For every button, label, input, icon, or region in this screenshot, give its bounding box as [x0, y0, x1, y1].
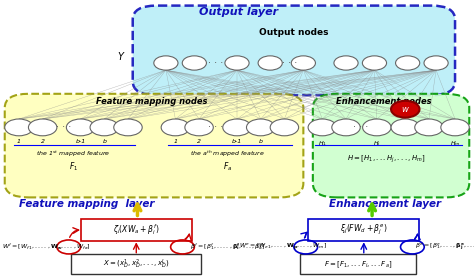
Text: b: b [259, 139, 263, 144]
Text: 2: 2 [41, 139, 45, 144]
Circle shape [363, 56, 387, 70]
Text: $F_1$: $F_1$ [69, 160, 78, 173]
Text: $H_i$: $H_i$ [373, 139, 381, 148]
FancyBboxPatch shape [5, 94, 303, 197]
Circle shape [182, 56, 206, 70]
Text: the 1$^{st}$ mapped feature: the 1$^{st}$ mapped feature [36, 149, 111, 159]
Text: 1: 1 [17, 139, 21, 144]
Circle shape [424, 56, 448, 70]
Text: $F_a$: $F_a$ [223, 160, 232, 173]
Circle shape [225, 56, 249, 70]
Text: 1: 1 [173, 139, 177, 144]
Circle shape [308, 119, 337, 136]
Text: $W^e=[W_{e1},...,\mathbf{W_p},...,W_m]$: $W^e=[W_{e1},...,\mathbf{W_p},...,W_m]$ [239, 242, 328, 252]
Text: $H_1$: $H_1$ [318, 139, 327, 148]
Circle shape [161, 119, 190, 136]
FancyBboxPatch shape [300, 254, 416, 274]
Circle shape [223, 119, 251, 136]
Text: · · ·: · · · [208, 122, 223, 132]
Text: the $a^{th}$ mapped feature: the $a^{th}$ mapped feature [190, 149, 265, 159]
Circle shape [363, 119, 391, 136]
FancyBboxPatch shape [313, 94, 469, 197]
Text: Enhancement layer: Enhancement layer [329, 199, 442, 209]
Text: Enhancement nodes: Enhancement nodes [336, 97, 432, 106]
Text: $w$: $w$ [401, 105, 410, 114]
Circle shape [415, 119, 443, 136]
Circle shape [334, 56, 358, 70]
Circle shape [391, 101, 419, 118]
Text: Feature mapping nodes: Feature mapping nodes [96, 97, 208, 106]
Circle shape [270, 119, 299, 136]
Text: · · ·: · · · [208, 58, 223, 68]
Text: b-1: b-1 [232, 139, 242, 144]
Text: · · · · · · ·: · · · · · · · [125, 99, 159, 108]
Text: 2: 2 [197, 139, 201, 144]
Text: b: b [102, 139, 106, 144]
Text: Output nodes: Output nodes [259, 28, 328, 37]
Circle shape [66, 119, 95, 136]
Text: $\zeta_i(XW_a+\beta_i^f)$: $\zeta_i(XW_a+\beta_i^f)$ [113, 222, 160, 237]
Circle shape [395, 56, 419, 70]
Circle shape [332, 119, 360, 136]
Text: $H_m$: $H_m$ [450, 139, 460, 148]
Text: b-1: b-1 [75, 139, 86, 144]
Text: · · · · · · ·: · · · · · · · [362, 99, 396, 108]
Circle shape [441, 119, 469, 136]
Text: $H=[H_1,...H_j,...,H_m]$: $H=[H_1,...H_j,...,H_m]$ [347, 153, 426, 165]
FancyBboxPatch shape [133, 6, 455, 95]
Text: $W^f=[W_{f1},....,\mathbf{W_a},...,W_{fa}]$: $W^f=[W_{f1},....,\mathbf{W_a},...,W_{fa… [2, 242, 91, 252]
Text: · · ·: · · · [282, 58, 297, 68]
Circle shape [185, 119, 213, 136]
Text: · · ·: · · · [56, 122, 72, 132]
Circle shape [391, 119, 419, 136]
Text: $F=[F_1,...F_i,...F_a]$: $F=[F_1,...F_i,...F_a]$ [324, 259, 392, 270]
FancyBboxPatch shape [81, 219, 192, 241]
Text: $\xi_j(FW_d+\beta_j^e)$: $\xi_j(FW_d+\beta_j^e)$ [340, 223, 387, 237]
Text: Output layer: Output layer [199, 7, 278, 17]
Circle shape [258, 56, 282, 70]
FancyBboxPatch shape [308, 219, 419, 241]
FancyBboxPatch shape [71, 254, 201, 274]
Circle shape [28, 119, 57, 136]
Circle shape [5, 119, 33, 136]
Circle shape [114, 119, 142, 136]
Circle shape [154, 56, 178, 70]
Circle shape [291, 56, 316, 70]
Text: · · ·: · · · [353, 122, 368, 132]
Text: $\beta^f=[\beta_1^f,....,\mathbf{\beta_i^f},...,\beta_a^f]$: $\beta^f=[\beta_1^f,....,\mathbf{\beta_i… [190, 242, 265, 252]
Circle shape [90, 119, 118, 136]
Text: $X=(x_D^1,x_D^2,...,x_D^L)$: $X=(x_D^1,x_D^2,...,x_D^L)$ [103, 258, 170, 271]
Text: Feature mapping  layer: Feature mapping layer [19, 199, 155, 209]
Circle shape [246, 119, 275, 136]
Text: $\beta^e=[\beta_1^e,...,\mathbf{\beta_j^e},...,\beta_m^e]$: $\beta^e=[\beta_1^e,...,\mathbf{\beta_j^… [415, 241, 474, 253]
Text: Y: Y [118, 52, 124, 62]
